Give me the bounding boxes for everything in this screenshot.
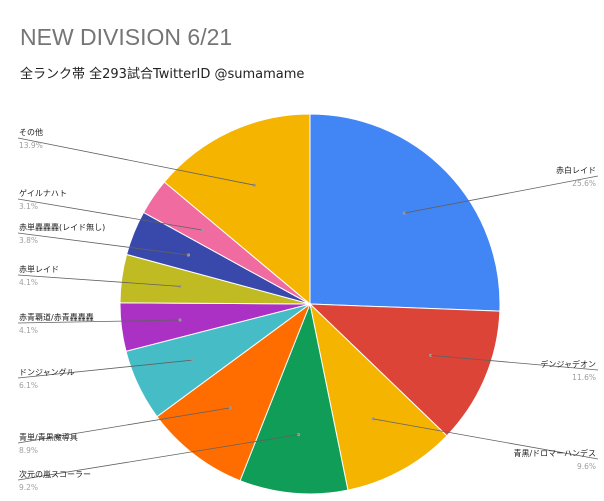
slice-label: 青単/青黒魔導具 xyxy=(19,432,78,442)
slice-leader-line xyxy=(17,319,180,324)
pie-slice[interactable] xyxy=(163,113,311,306)
slice-leader-line xyxy=(17,274,181,287)
slice-value-label: 13.9% xyxy=(19,141,43,150)
slice-leader-line xyxy=(17,407,231,444)
slice-leader-line xyxy=(404,175,599,214)
slice-leader-line xyxy=(17,434,299,481)
slice-label: ゲイルナハト xyxy=(19,188,67,198)
pie-slice[interactable] xyxy=(309,302,448,491)
pie-labels: 赤白レイド 25.6% デンジャデオン 11.6% 青黒/ドロマーハンデス 9.6% 次元の… xyxy=(17,127,599,492)
slice-label: 次元の嵐スコーラー xyxy=(19,469,91,479)
slice-label: 赤単レイド xyxy=(19,264,59,274)
slice-label: 青黒/ドロマーハンデス xyxy=(513,448,596,458)
pie-slice[interactable] xyxy=(308,303,501,437)
pie-slices xyxy=(119,113,501,495)
slice-label: ドンジャングル xyxy=(19,367,75,377)
slice-value-label: 3.8% xyxy=(19,236,38,245)
slice-label: デンジャデオン xyxy=(540,359,596,369)
slice-label: その他 xyxy=(19,127,43,137)
slice-leader-line xyxy=(430,354,599,371)
chart-subtitle: 全ランク帯 全293試合TwitterID @sumamame xyxy=(20,67,305,82)
slice-label: 赤白レイド xyxy=(556,165,596,175)
slice-value-label: 4.1% xyxy=(19,326,38,335)
slice-leader-line xyxy=(17,198,202,231)
slice-leader-line xyxy=(17,137,255,186)
slice-value-label: 4.1% xyxy=(19,278,38,287)
slice-value-label: 8.9% xyxy=(19,446,38,455)
pie-slice[interactable] xyxy=(239,302,349,495)
slice-value-label: 9.6% xyxy=(577,462,596,471)
slice-leader-line xyxy=(373,418,599,460)
chart-title: NEW DIVISION 6/21 xyxy=(20,24,233,50)
slice-label: 赤青覇道/赤青轟轟轟 xyxy=(19,312,94,322)
slice-leader-line xyxy=(17,232,189,256)
slice-label: 赤単轟轟轟(レイド無し) xyxy=(19,222,105,232)
slice-value-label: 9.2% xyxy=(19,483,38,492)
slice-value-label: 6.1% xyxy=(19,381,38,390)
slice-value-label: 11.6% xyxy=(572,373,596,382)
slice-leader-line xyxy=(17,359,192,379)
slice-value-label: 25.6% xyxy=(572,179,596,188)
slice-value-label: 3.1% xyxy=(19,202,38,211)
